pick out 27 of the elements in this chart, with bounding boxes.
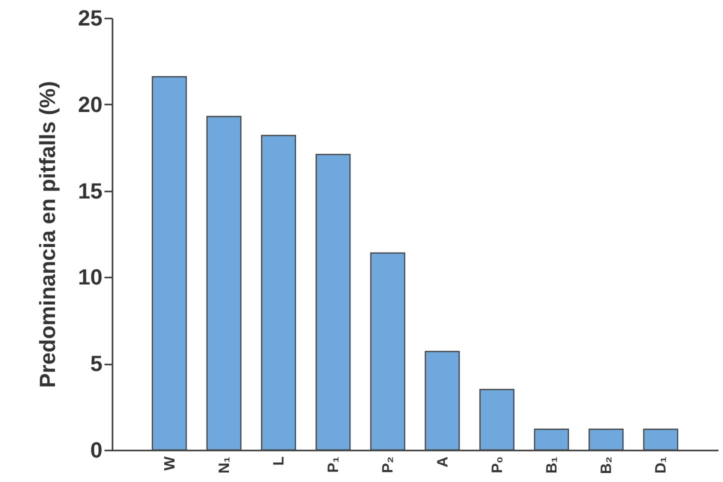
y-tick-label: 5 (90, 351, 102, 376)
x-tick-label: P₂ (380, 456, 397, 474)
bar (370, 252, 406, 451)
x-tick-label: P₀ (488, 456, 506, 474)
x-tick-label: N₁ (216, 456, 233, 474)
bar (260, 134, 296, 451)
bar (643, 428, 678, 451)
bar (588, 428, 624, 451)
x-tick-label: W (161, 456, 178, 471)
bar (424, 350, 460, 451)
bar (206, 116, 242, 451)
x-tick-label: L (270, 456, 288, 466)
y-tick-label: 25 (78, 6, 102, 30)
bar (316, 154, 351, 451)
y-axis-title: Predominancia en pitfalls (%) (35, 81, 60, 388)
bar (152, 76, 187, 451)
y-tick-label: 15 (78, 178, 102, 204)
x-tick-label: B₂ (598, 456, 616, 474)
x-tick-label: A (434, 456, 452, 468)
bar (479, 388, 514, 451)
y-tick-label: 20 (78, 92, 102, 117)
x-tick-label: P₁ (325, 456, 342, 473)
bar (534, 428, 570, 451)
x-tick-label: D₁ (652, 456, 670, 474)
y-tick-label: 0 (90, 438, 102, 462)
x-tick-label: B₁ (543, 456, 560, 474)
y-tick-label: 10 (78, 264, 102, 290)
